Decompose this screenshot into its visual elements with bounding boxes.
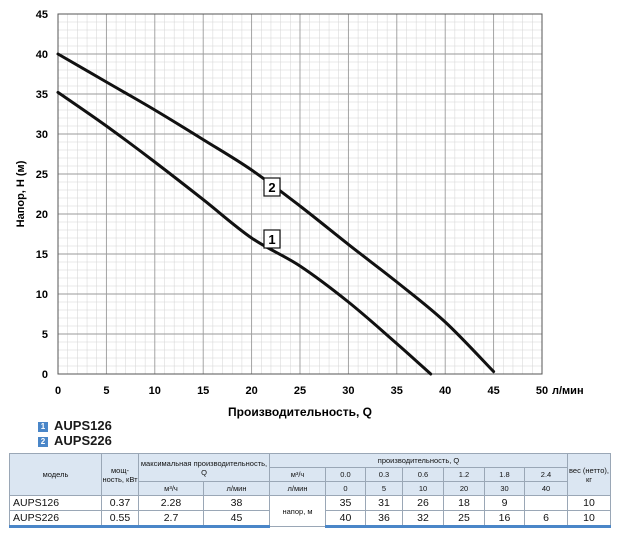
table-row: AUPS126 0.37 2.28 38 напор, м 35 31 26 1… [9, 495, 612, 527]
row-head-1: 31 [365, 495, 404, 511]
curve-labels: 12 [263, 177, 281, 249]
flow-m3h-4: 1.8 [484, 467, 526, 482]
y-tick-label: 15 [36, 249, 48, 261]
row-head-5 [524, 495, 569, 511]
flow-m3h-1: 0.3 [365, 467, 404, 482]
y-tick-label: 5 [42, 329, 48, 341]
curve-1 [56, 90, 433, 376]
curve-label-box [263, 177, 281, 197]
y-tick-label: 0 [42, 369, 48, 381]
header-max-flow: максимальная производительность, Q [137, 453, 271, 482]
flow-lmin-5: 40 [524, 481, 569, 496]
y-tick-label: 20 [36, 209, 48, 221]
row-head-5: 6 [524, 510, 569, 528]
flow-unit-lmin: л/мин [269, 481, 327, 496]
row-model: AUPS126 [9, 495, 102, 511]
y-tick-label: 30 [36, 129, 48, 141]
grid-major [57, 13, 543, 375]
flow-m3h-0: 0.0 [325, 467, 367, 482]
legend-swatch-1: 1 [38, 422, 48, 432]
max-unit-lmin: л/мин [202, 481, 271, 496]
legend-label-2: AUPS226 [54, 433, 112, 448]
row-head-3: 25 [443, 510, 486, 528]
header-flow: производительность, Q [269, 453, 569, 468]
y-tick-label: 25 [36, 169, 48, 181]
header-model: модель [9, 453, 102, 496]
curve-label-box [263, 229, 281, 249]
y-axis-label: Напор, H (м) [15, 160, 27, 227]
legend-swatch-2: 2 [38, 437, 48, 447]
table-row: AUPS226 0.55 2.7 45 40 36 32 25 16 6 10 [9, 510, 612, 528]
legend-label-1: AUPS126 [54, 418, 112, 433]
x-tick-label: 30 [342, 385, 354, 397]
head-label: напор, м [269, 495, 327, 527]
plot-frame [57, 13, 543, 375]
row-head-0: 40 [325, 510, 367, 528]
y-tick-label: 35 [36, 89, 48, 101]
row-head-4: 9 [484, 495, 526, 511]
row-weight: 10 [567, 495, 612, 511]
row-max-lmin: 38 [202, 495, 271, 511]
flow-lmin-1: 5 [365, 481, 404, 496]
row-head-0: 35 [325, 495, 367, 511]
row-head-2: 32 [402, 510, 445, 528]
header-weight: вес (нетто), кг [567, 453, 612, 496]
row-max-m3h: 2.28 [138, 495, 204, 511]
x-tick-label: 0 [55, 385, 61, 397]
flow-unit-m3h: м³/ч [269, 467, 327, 482]
x-tick-label: 35 [391, 385, 403, 397]
header-power: мощ-ность, кВт [101, 453, 139, 496]
flow-lmin-0: 0 [325, 481, 367, 496]
x-unit-label: л/мин [552, 385, 584, 397]
curve-2 [56, 52, 496, 374]
x-tick-label: 50 [536, 385, 548, 397]
curve-label-1: 1 [263, 229, 281, 249]
row-head-3: 18 [443, 495, 486, 511]
specs-table: модель мощ-ность, кВт максимальная произ… [9, 453, 612, 528]
row-head-4: 16 [484, 510, 526, 528]
x-tick-label: 10 [149, 385, 161, 397]
flow-lmin-4: 30 [484, 481, 526, 496]
row-weight: 10 [567, 510, 612, 528]
x-tick-label: 15 [197, 385, 209, 397]
x-tick-label: 20 [245, 385, 257, 397]
y-tick-label: 10 [36, 289, 48, 301]
legend-item-1: 1 AUPS126 [38, 418, 112, 433]
pump-curve-chart: 0 5 10 15 20 25 30 35 40 45 50 051015202530354045 … [15, 9, 584, 419]
x-tick-labels: 0 5 10 15 20 25 30 35 40 45 50 [55, 385, 548, 397]
flow-m3h-3: 1.2 [443, 467, 486, 482]
x-tick-label: 5 [103, 385, 109, 397]
curve-label-text: 1 [268, 232, 275, 247]
row-model: AUPS226 [9, 510, 102, 528]
x-tick-label: 40 [439, 385, 451, 397]
y-tick-label: 45 [36, 9, 48, 21]
row-power: 0.55 [101, 510, 139, 528]
flow-lmin-3: 20 [443, 481, 486, 496]
y-tick-labels: 0 5 10 15 20 25 30 35 40 45 [36, 9, 48, 381]
row-head-2: 26 [402, 495, 445, 511]
flow-m3h-2: 0.6 [402, 467, 445, 482]
row-max-m3h: 2.7 [138, 510, 204, 528]
curve-label-2: 2 [263, 177, 281, 197]
flow-m3h-5: 2.4 [524, 467, 569, 482]
flow-lmin-2: 10 [402, 481, 445, 496]
curve-label-text: 2 [268, 180, 275, 195]
y-tick-label: 40 [36, 49, 48, 61]
row-max-lmin: 45 [202, 510, 271, 528]
row-head-1: 36 [365, 510, 404, 528]
x-axis-label: Производительность, Q [228, 405, 372, 419]
max-unit-m3h: м³/ч [138, 481, 204, 496]
legend-item-2: 2 AUPS226 [38, 433, 112, 448]
row-power: 0.37 [101, 495, 139, 511]
x-tick-label: 45 [487, 385, 499, 397]
x-tick-label: 25 [294, 385, 306, 397]
